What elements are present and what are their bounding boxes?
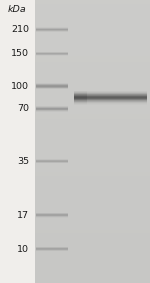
Bar (36, 83, 68, 84)
Text: 100: 100 (11, 82, 29, 91)
Text: 150: 150 (11, 49, 29, 58)
Bar (36, 86, 68, 87)
Text: 210: 210 (11, 25, 29, 34)
Text: kDa: kDa (8, 5, 27, 14)
Bar (36, 110, 68, 111)
Text: 10: 10 (17, 245, 29, 254)
Text: 35: 35 (17, 157, 29, 166)
Bar (36, 107, 68, 108)
Bar (36, 87, 68, 88)
Text: 17: 17 (17, 211, 29, 220)
Bar (36, 85, 68, 86)
Bar (36, 108, 68, 109)
Bar (36, 84, 68, 85)
Bar (36, 88, 68, 89)
Text: 70: 70 (17, 104, 29, 113)
